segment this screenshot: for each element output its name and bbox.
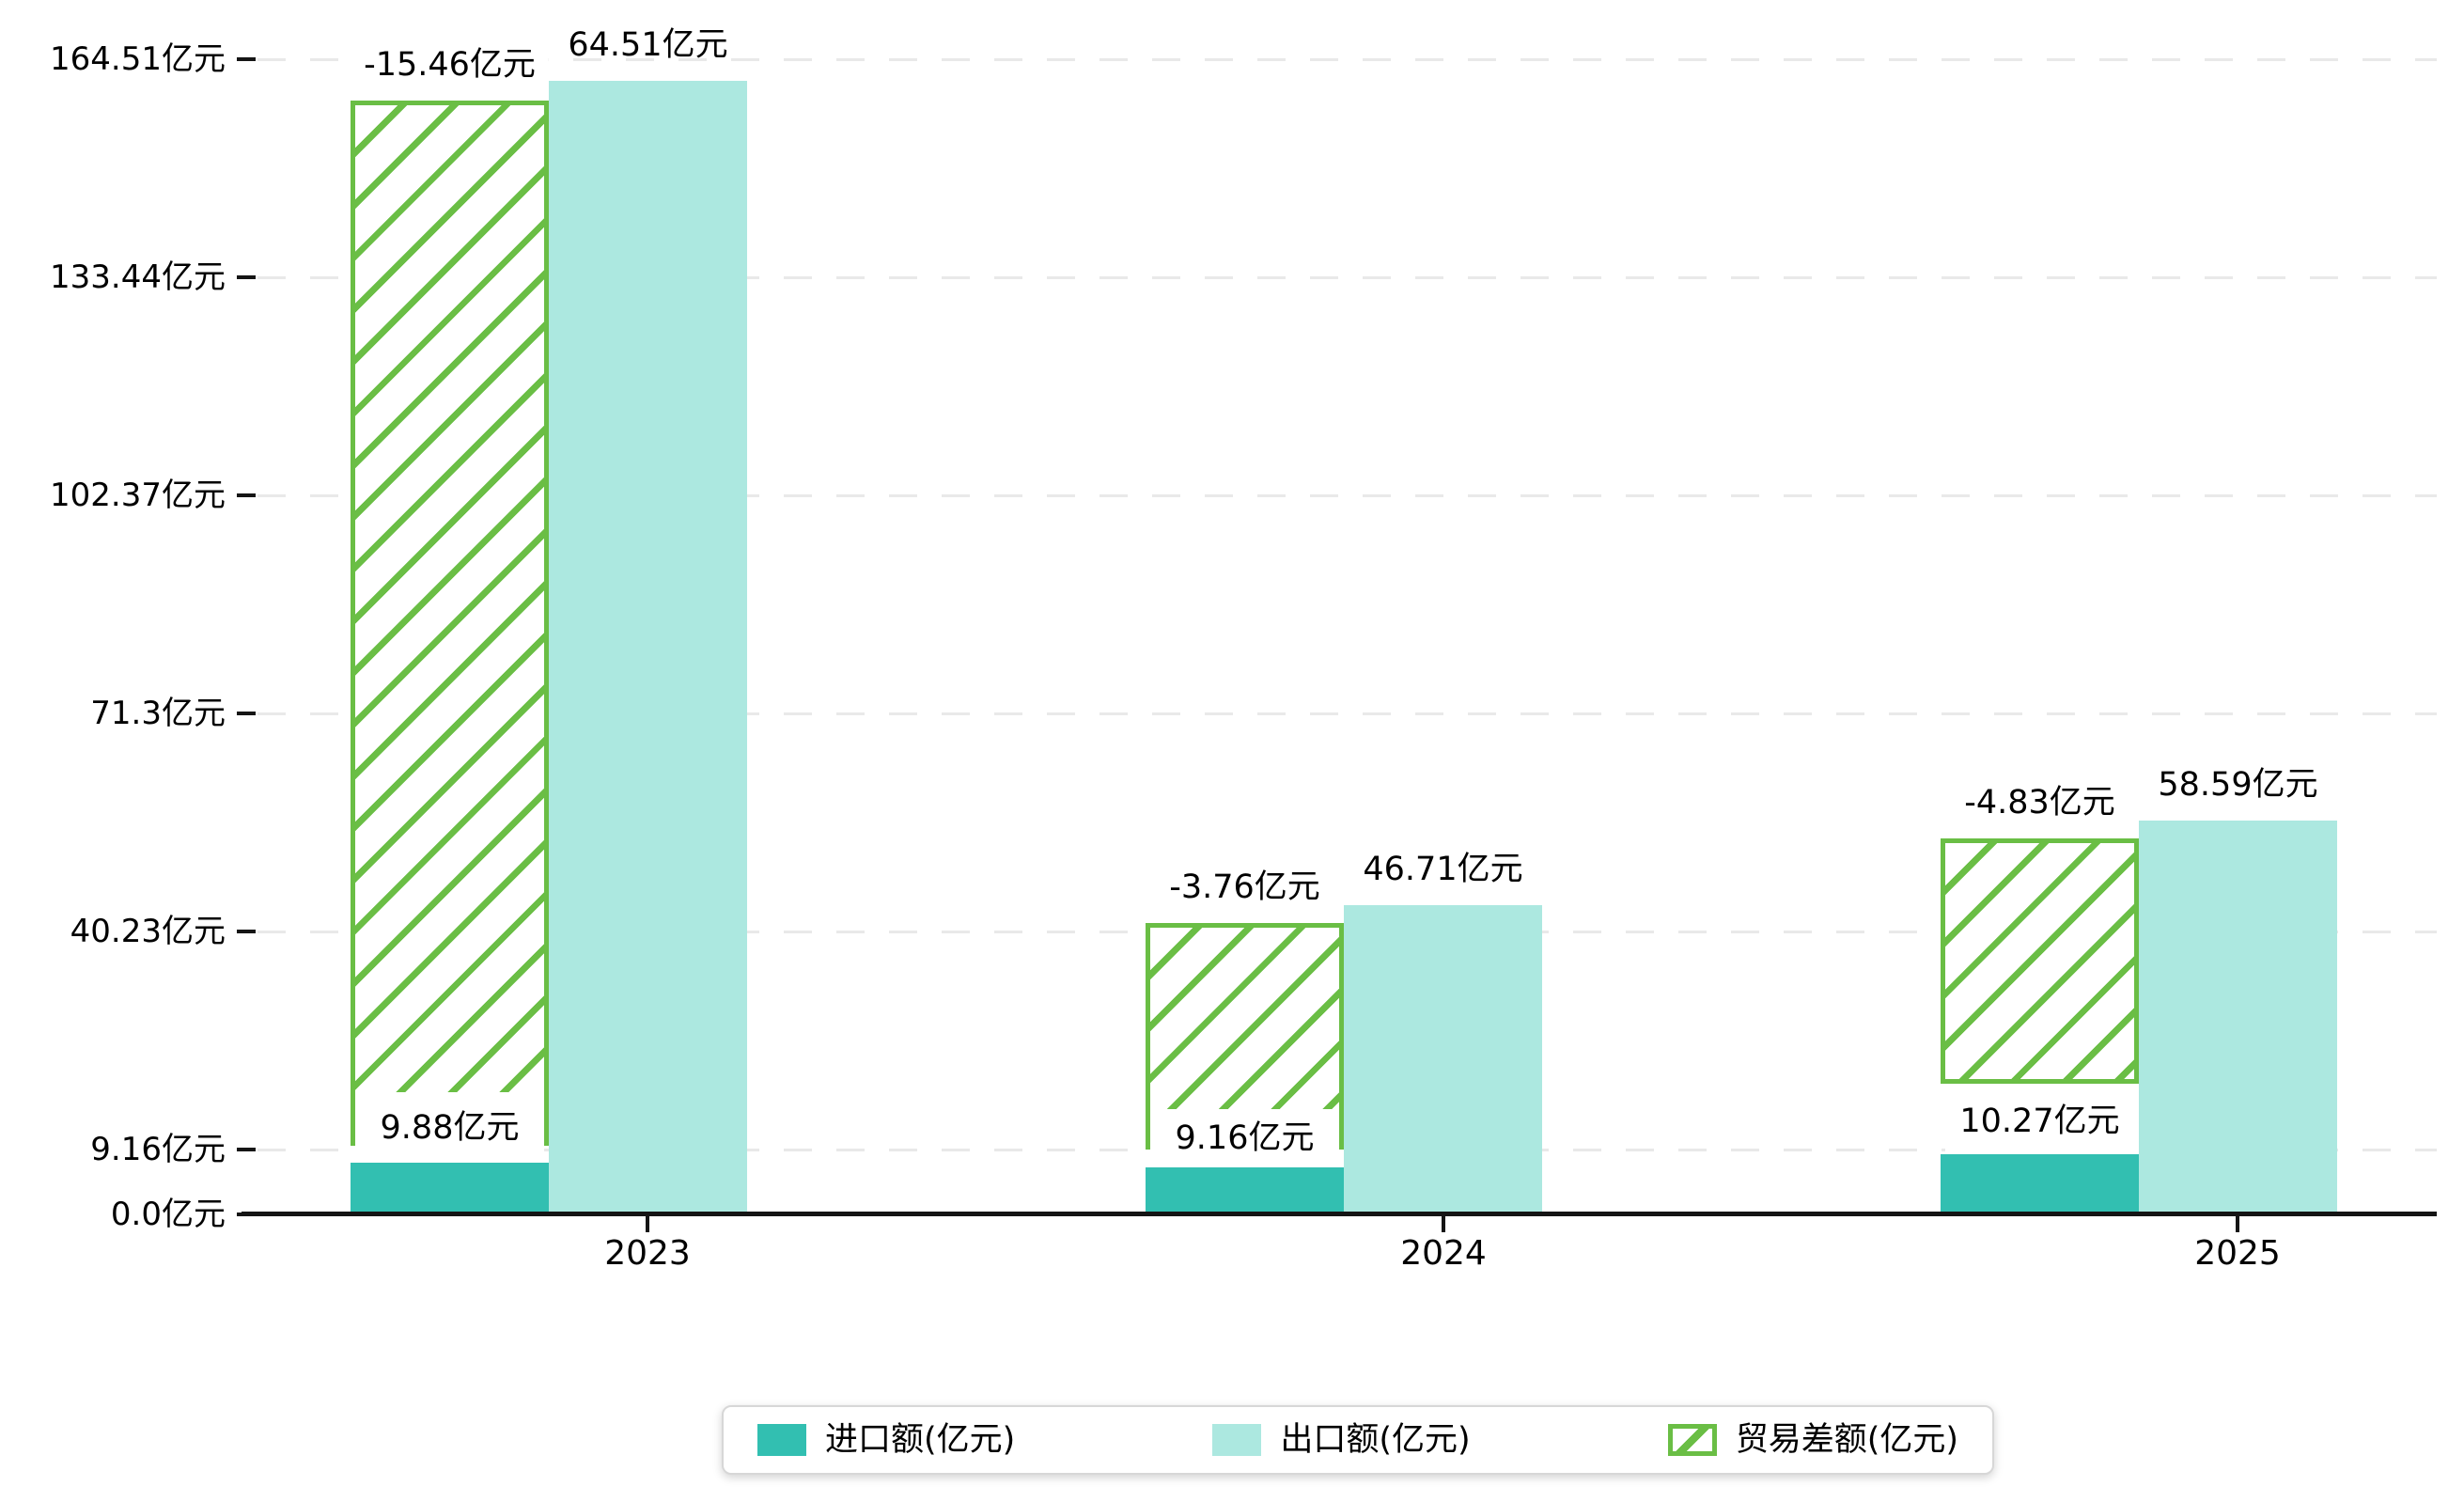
y-axis-tick-label: 133.44亿元 <box>50 258 226 296</box>
solid-import-swatch-icon <box>757 1424 806 1456</box>
export-value-label: 46.71亿元 <box>1363 851 1523 888</box>
x-axis-tick <box>2236 1216 2239 1232</box>
gridline <box>257 712 2437 715</box>
balance-value-label: -4.83亿元 <box>1951 780 2129 838</box>
y-axis-tick <box>237 493 256 497</box>
solid-export-swatch-icon <box>1212 1424 1262 1456</box>
legend: 进口额(亿元) 出口额(亿元) 贸易差额(亿元) <box>722 1405 1994 1475</box>
import-bar <box>1146 1167 1344 1214</box>
x-axis-line <box>242 1212 2437 1216</box>
legend-item: 贸易差额(亿元) <box>1667 1420 1958 1459</box>
gridline <box>257 276 2437 279</box>
x-axis-category-label: 2025 <box>2194 1234 2281 1273</box>
x-axis-tick <box>1442 1216 1445 1232</box>
trade-balance-bar <box>1941 838 2139 1084</box>
balance-value-label: -15.46亿元 <box>351 42 549 101</box>
legend-item-label: 进口额(亿元) <box>825 1420 1016 1459</box>
x-axis-tick <box>646 1216 649 1232</box>
import-bar <box>351 1163 549 1214</box>
y-axis-tick-label: 40.23亿元 <box>70 913 226 950</box>
gridline <box>257 494 2437 497</box>
y-axis-tick <box>237 930 256 933</box>
gridline <box>257 58 2437 61</box>
export-value-label: 64.51亿元 <box>568 26 728 64</box>
export-bar <box>1344 905 1542 1214</box>
y-axis-tick-label: 102.37亿元 <box>50 477 226 514</box>
export-value-label: 58.59亿元 <box>2158 766 2318 804</box>
export-bar <box>549 81 747 1214</box>
x-axis-category-label: 2023 <box>604 1234 691 1273</box>
legend-item: 进口额(亿元) <box>757 1420 1016 1459</box>
y-axis-tick <box>237 1148 256 1151</box>
import-value-label: 9.88亿元 <box>355 1092 544 1163</box>
export-bar <box>2139 821 2337 1214</box>
legend-item-label: 出口额(亿元) <box>1280 1420 1471 1459</box>
trade-balance-bar <box>351 101 549 1146</box>
import-value-label: 9.16亿元 <box>1150 1109 1339 1167</box>
y-axis-tick-label: 0.0亿元 <box>110 1196 226 1233</box>
y-axis-tick-label: 9.16亿元 <box>90 1131 226 1168</box>
y-axis-tick-label: 164.51亿元 <box>50 40 226 78</box>
y-axis-tick <box>237 57 256 61</box>
import-bar <box>1941 1154 2139 1214</box>
hatched-balance-swatch-icon <box>1667 1424 1717 1456</box>
x-axis-category-label: 2024 <box>1400 1234 1487 1273</box>
y-axis-tick <box>237 275 256 279</box>
legend-item: 出口额(亿元) <box>1212 1420 1471 1459</box>
balance-value-label: -3.76亿元 <box>1156 865 1333 923</box>
import-value-label: 10.27亿元 <box>1945 1088 2134 1154</box>
y-axis-tick <box>237 712 256 715</box>
legend-item-label: 贸易差额(亿元) <box>1735 1420 1958 1459</box>
y-axis-tick-label: 71.3亿元 <box>90 695 226 732</box>
